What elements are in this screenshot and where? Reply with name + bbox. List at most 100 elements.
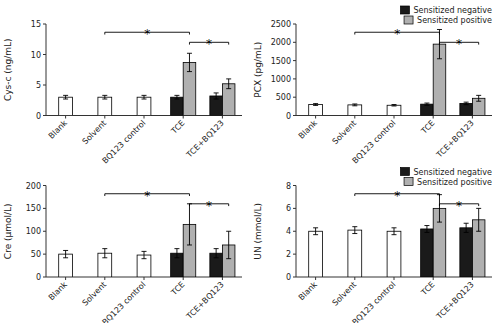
- x-tick: [354, 277, 355, 280]
- y-tick: [43, 115, 46, 116]
- error-bar: [102, 249, 107, 258]
- legend-swatch: [404, 16, 413, 24]
- error-bar: [352, 104, 357, 106]
- x-tick-label: TCE+BQ123: [184, 119, 226, 161]
- x-tick: [472, 116, 473, 119]
- bar: [460, 103, 473, 115]
- error-bar: [142, 251, 147, 258]
- annotation: *: [394, 27, 400, 41]
- y-tick: [293, 231, 296, 232]
- y-axis-label: PCX (pg/mL): [253, 42, 263, 98]
- bar: [309, 231, 323, 277]
- x-tick: [394, 116, 395, 119]
- x-tick: [472, 277, 473, 280]
- error-bar: [174, 249, 179, 258]
- error-bar: [142, 95, 147, 99]
- bar: [137, 255, 151, 277]
- bar: [421, 229, 434, 277]
- bar: [59, 97, 73, 115]
- y-tick-label: 1500: [271, 57, 291, 66]
- y-tick-label: 1000: [271, 75, 291, 84]
- panel: 051015Cys-c (ng/mL)BlankSolventBQ123 con…: [3, 20, 242, 165]
- y-tick: [43, 185, 46, 186]
- y-tick: [43, 208, 46, 209]
- x-tick-label: Solvent: [331, 119, 359, 147]
- panel: 02468UN (mmol/L)BlankSolventBQ123 contro…: [253, 168, 492, 323]
- bar: [59, 254, 73, 277]
- y-tick: [293, 254, 296, 255]
- figure: 051015Cys-c (ng/mL)BlankSolventBQ123 con…: [0, 0, 500, 323]
- error-bar: [214, 249, 219, 258]
- x-tick-label: Solvent: [81, 280, 109, 308]
- error-bar: [424, 226, 429, 233]
- y-tick: [293, 60, 296, 61]
- y-tick: [293, 97, 296, 98]
- y-tick-label: 50: [31, 250, 41, 259]
- y-tick-label: 5: [36, 81, 41, 90]
- legend: Sensitized negativeSensitized positive: [400, 168, 492, 187]
- error-bar: [313, 228, 318, 235]
- bar: [137, 97, 151, 115]
- y-axis-label: Cre (μmol/L): [3, 203, 13, 259]
- x-tick: [394, 277, 395, 280]
- x-tick: [354, 116, 355, 119]
- annotation: *: [456, 37, 462, 51]
- y-tick: [293, 277, 296, 278]
- annotation: *: [144, 189, 150, 203]
- annotation: *: [206, 37, 212, 51]
- error-bar: [63, 95, 68, 99]
- y-tick: [43, 277, 46, 278]
- y-tick-label: 2: [286, 250, 291, 259]
- panel: 050100150200Cre (μmol/L)BlankSolventBQ12…: [3, 182, 242, 323]
- x-tick-label: Solvent: [81, 119, 109, 147]
- error-bar: [214, 93, 219, 99]
- error-bar: [174, 95, 179, 99]
- bar: [387, 231, 401, 277]
- x-tick-label: Blank: [297, 280, 319, 302]
- error-bar: [476, 208, 481, 231]
- y-tick-label: 4: [286, 227, 291, 236]
- bars: [309, 29, 485, 115]
- y-tick-label: 10: [31, 51, 41, 60]
- x-tick-label: BQ123 control: [351, 280, 398, 323]
- x-tick: [222, 116, 223, 119]
- bar: [98, 97, 112, 115]
- bar: [171, 97, 184, 115]
- y-axis-label: UN (mmol/L): [253, 203, 263, 260]
- legend-swatch: [400, 168, 409, 176]
- y-tick-label: 2000: [271, 38, 291, 47]
- y-axis: [46, 24, 47, 116]
- bar: [472, 98, 485, 115]
- y-tick: [293, 24, 296, 25]
- legend-swatch: [404, 178, 413, 186]
- y-tick: [293, 208, 296, 209]
- x-tick: [433, 116, 434, 119]
- error-bar: [464, 102, 469, 105]
- legend-label: Sensitized negative: [413, 6, 492, 15]
- x-tick: [65, 116, 66, 119]
- x-tick-label: BQ123 control: [351, 119, 398, 166]
- y-tick-label: 500: [276, 93, 291, 102]
- legend-label: Sensitized positive: [417, 16, 492, 25]
- y-tick-label: 0: [36, 273, 41, 282]
- bars: [309, 195, 485, 277]
- error-bar: [313, 104, 318, 106]
- y-tick-label: 0: [286, 112, 291, 121]
- x-tick-label: TCE: [169, 119, 187, 137]
- bar: [460, 228, 473, 277]
- error-bar: [226, 79, 231, 89]
- error-bar: [63, 250, 68, 257]
- y-tick: [43, 231, 46, 232]
- x-tick-label: TCE+BQ123: [434, 280, 476, 322]
- error-bar: [476, 95, 481, 101]
- x-tick-label: TCE: [169, 280, 187, 298]
- bar: [309, 105, 323, 116]
- error-bar: [187, 204, 192, 245]
- annotation: *: [394, 189, 400, 203]
- bar: [387, 105, 401, 115]
- error-bar: [392, 105, 397, 106]
- bars: [59, 204, 235, 277]
- x-tick: [315, 277, 316, 280]
- y-tick: [43, 24, 46, 25]
- y-tick-label: 100: [26, 227, 41, 236]
